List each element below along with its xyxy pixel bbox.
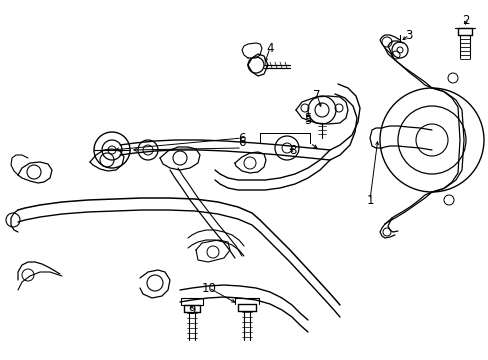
- Text: 2: 2: [461, 14, 469, 27]
- Text: 5: 5: [304, 112, 311, 125]
- Text: 5: 5: [304, 113, 311, 126]
- Text: 10: 10: [201, 282, 216, 294]
- Text: 6: 6: [238, 135, 245, 149]
- Text: 8: 8: [289, 144, 296, 157]
- Text: 4: 4: [265, 41, 273, 54]
- Text: 1: 1: [366, 194, 373, 207]
- Text: 6: 6: [238, 131, 245, 144]
- Text: 9: 9: [188, 303, 195, 316]
- Text: 7: 7: [313, 89, 320, 102]
- Text: 3: 3: [405, 28, 412, 41]
